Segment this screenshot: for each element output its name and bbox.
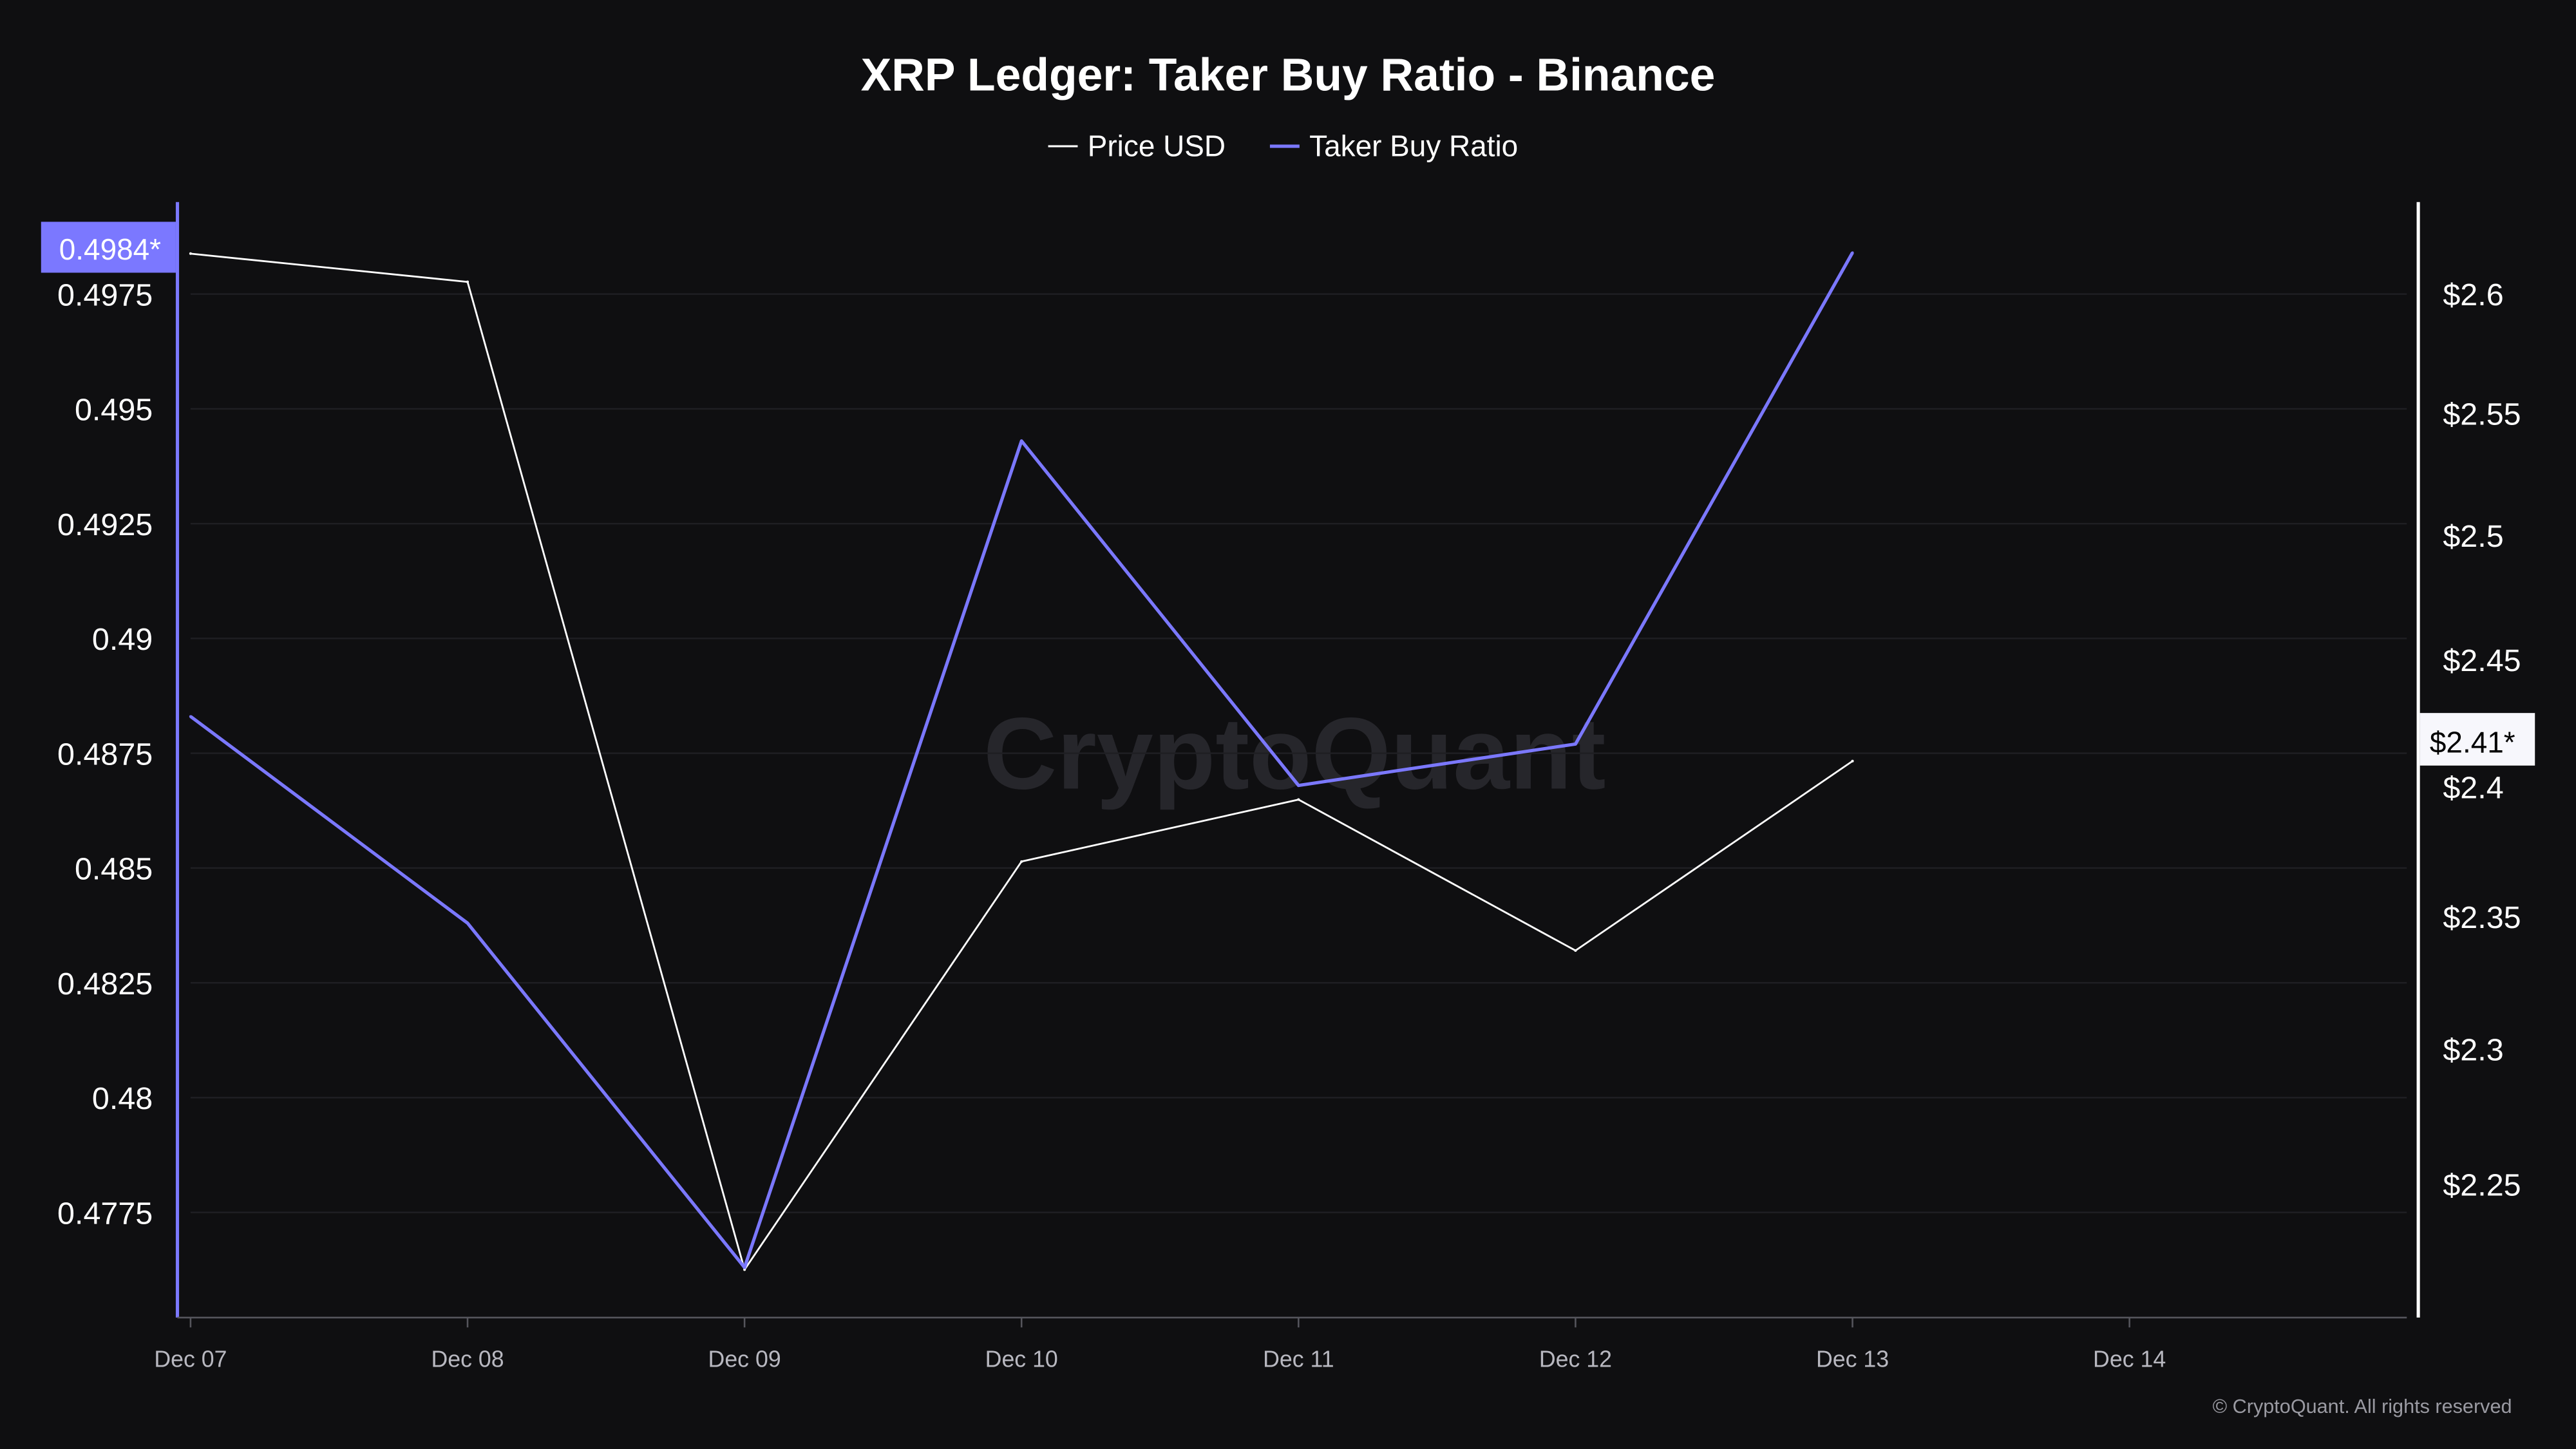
left-tick-label: 0.4825 (57, 967, 153, 1001)
legend-item-taker-buy-ratio[interactable]: Taker Buy Ratio (1269, 129, 1518, 162)
data-point (1851, 251, 1854, 254)
x-tick-label: Dec 10 (985, 1346, 1058, 1372)
left-current-value-badge: 0.4984* (41, 222, 176, 273)
x-tick-label: Dec 14 (2093, 1346, 2166, 1372)
data-point (466, 922, 469, 925)
left-tick-label: 0.485 (75, 852, 153, 887)
legend: Price USD Taker Buy Ratio (1048, 129, 1518, 162)
right-tick-label: $2.3 (2443, 1032, 2503, 1067)
data-point (1297, 784, 1300, 787)
data-point (189, 715, 192, 718)
left-tick-label: 0.4925 (57, 507, 153, 542)
left-tick-label: 0.4875 (57, 737, 153, 772)
legend-item-price[interactable]: Price USD (1048, 129, 1226, 162)
right-current-value-bg (2420, 713, 2535, 766)
right-tick-label: $2.4 (2443, 770, 2503, 805)
left-tick-label: 0.495 (75, 393, 153, 428)
left-tick-label: 0.4975 (57, 278, 153, 312)
right-tick-label: $2.35 (2443, 900, 2521, 935)
copyright: © CryptoQuant. All rights reserved (2213, 1396, 2512, 1417)
data-point (743, 1266, 746, 1269)
series-lines (189, 251, 1854, 1271)
x-tick-label: Dec 12 (1539, 1346, 1612, 1372)
data-point (466, 280, 469, 283)
left-current-value-bg (41, 222, 176, 273)
right-tick-label: $2.25 (2443, 1168, 2521, 1203)
x-axis-ticks: Dec 07 Dec 08 Dec 09 Dec 10 Dec 11 Dec 12 Dec … (154, 1317, 2166, 1372)
right-current-value-badge: $2.41* (2420, 713, 2535, 766)
data-point (1574, 743, 1577, 746)
left-current-value-label: 0.4984* (59, 232, 161, 266)
gridlines (190, 293, 2407, 1213)
legend-label-taker: Taker Buy Ratio (1309, 129, 1518, 162)
x-tick-label: Dec 11 (1263, 1346, 1334, 1372)
chart-title: XRP Ledger: Taker Buy Ratio - Binance (861, 49, 1716, 100)
right-tick-label: $2.45 (2443, 643, 2521, 678)
data-point (1574, 949, 1577, 952)
right-tick-label: $2.55 (2443, 397, 2521, 432)
data-point (1020, 439, 1023, 442)
x-tick-label: Dec 09 (708, 1346, 781, 1372)
data-point (189, 252, 192, 255)
right-current-value-label: $2.41* (2430, 725, 2515, 759)
left-tick-label: 0.49 (92, 622, 153, 657)
x-tick-label: Dec 07 (154, 1346, 227, 1372)
right-axis-ticks: $2.6 $2.55 $2.5 $2.45 $2.4 $2.35 $2.3 $2.25 (2443, 278, 2521, 1203)
right-tick-label: $2.5 (2443, 519, 2503, 554)
legend-label-price: Price USD (1088, 129, 1226, 162)
x-tick-label: Dec 08 (431, 1346, 504, 1372)
x-tick-label: Dec 13 (1816, 1346, 1889, 1372)
data-point (1297, 798, 1300, 801)
data-point (1851, 759, 1854, 762)
data-point (743, 1268, 746, 1271)
left-tick-label: 0.4775 (57, 1197, 153, 1231)
right-tick-label: $2.6 (2443, 278, 2503, 312)
left-tick-label: 0.48 (92, 1081, 153, 1116)
left-axis-ticks: 0.4975 0.495 0.4925 0.49 0.4875 0.485 0.4825 0.… (57, 278, 153, 1231)
data-point (1020, 860, 1023, 863)
